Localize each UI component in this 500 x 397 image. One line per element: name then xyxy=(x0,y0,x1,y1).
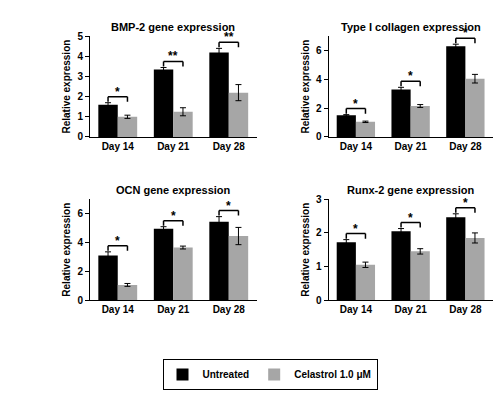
svg-text:4: 4 xyxy=(316,74,322,85)
svg-text:Day 28: Day 28 xyxy=(213,141,246,152)
svg-text:1: 1 xyxy=(77,111,83,122)
svg-text:Day 28: Day 28 xyxy=(449,141,482,152)
svg-text:3: 3 xyxy=(316,194,322,205)
svg-text:*: * xyxy=(115,234,120,248)
svg-text:*: * xyxy=(353,97,358,111)
svg-text:6: 6 xyxy=(316,45,322,56)
svg-text:*: * xyxy=(353,222,358,236)
svg-text:4: 4 xyxy=(77,51,83,62)
svg-text:**: ** xyxy=(224,30,234,44)
svg-text:0: 0 xyxy=(77,295,83,306)
svg-text:2: 2 xyxy=(316,103,322,114)
svg-text:2: 2 xyxy=(77,266,83,277)
svg-text:BMP-2 gene expression: BMP-2 gene expression xyxy=(111,21,235,33)
svg-text:0: 0 xyxy=(316,295,322,306)
svg-text:1: 1 xyxy=(316,261,322,272)
svg-text:Day 21: Day 21 xyxy=(157,141,190,152)
svg-text:*: * xyxy=(115,85,120,99)
svg-text:Day 21: Day 21 xyxy=(395,304,428,315)
svg-text:2: 2 xyxy=(316,227,322,238)
svg-text:*: * xyxy=(171,209,176,223)
svg-text:0: 0 xyxy=(316,131,322,142)
svg-text:Relative expression: Relative expression xyxy=(61,40,72,134)
svg-text:3: 3 xyxy=(77,71,83,82)
svg-text:Day 21: Day 21 xyxy=(157,304,190,315)
svg-text:Untreated: Untreated xyxy=(203,369,250,380)
svg-text:Day 14: Day 14 xyxy=(340,304,373,315)
svg-text:Celastrol 1.0 μM: Celastrol 1.0 μM xyxy=(294,369,371,380)
svg-text:Type I collagen expression: Type I collagen expression xyxy=(341,21,481,33)
svg-text:Relative expression: Relative expression xyxy=(61,203,72,297)
svg-text:Day 14: Day 14 xyxy=(102,304,135,315)
svg-text:OCN gene expression: OCN gene expression xyxy=(116,184,231,196)
svg-text:0: 0 xyxy=(77,131,83,142)
svg-text:Runx-2 gene expression: Runx-2 gene expression xyxy=(347,184,474,196)
svg-text:*: * xyxy=(463,26,468,40)
svg-text:Day 14: Day 14 xyxy=(340,141,373,152)
svg-text:**: ** xyxy=(168,49,178,63)
svg-text:5: 5 xyxy=(77,31,83,42)
svg-text:6: 6 xyxy=(77,208,83,219)
svg-text:*: * xyxy=(408,69,413,83)
svg-text:Day 28: Day 28 xyxy=(449,304,482,315)
svg-text:Day 28: Day 28 xyxy=(213,304,246,315)
svg-text:Day 21: Day 21 xyxy=(395,141,428,152)
svg-text:4: 4 xyxy=(77,237,83,248)
svg-text:2: 2 xyxy=(77,91,83,102)
svg-text:*: * xyxy=(408,211,413,225)
svg-text:Relative expression: Relative expression xyxy=(300,203,311,297)
svg-text:*: * xyxy=(463,196,468,210)
svg-text:*: * xyxy=(226,199,231,213)
svg-text:Day 14: Day 14 xyxy=(102,141,135,152)
svg-text:Relative expression: Relative expression xyxy=(300,40,311,134)
